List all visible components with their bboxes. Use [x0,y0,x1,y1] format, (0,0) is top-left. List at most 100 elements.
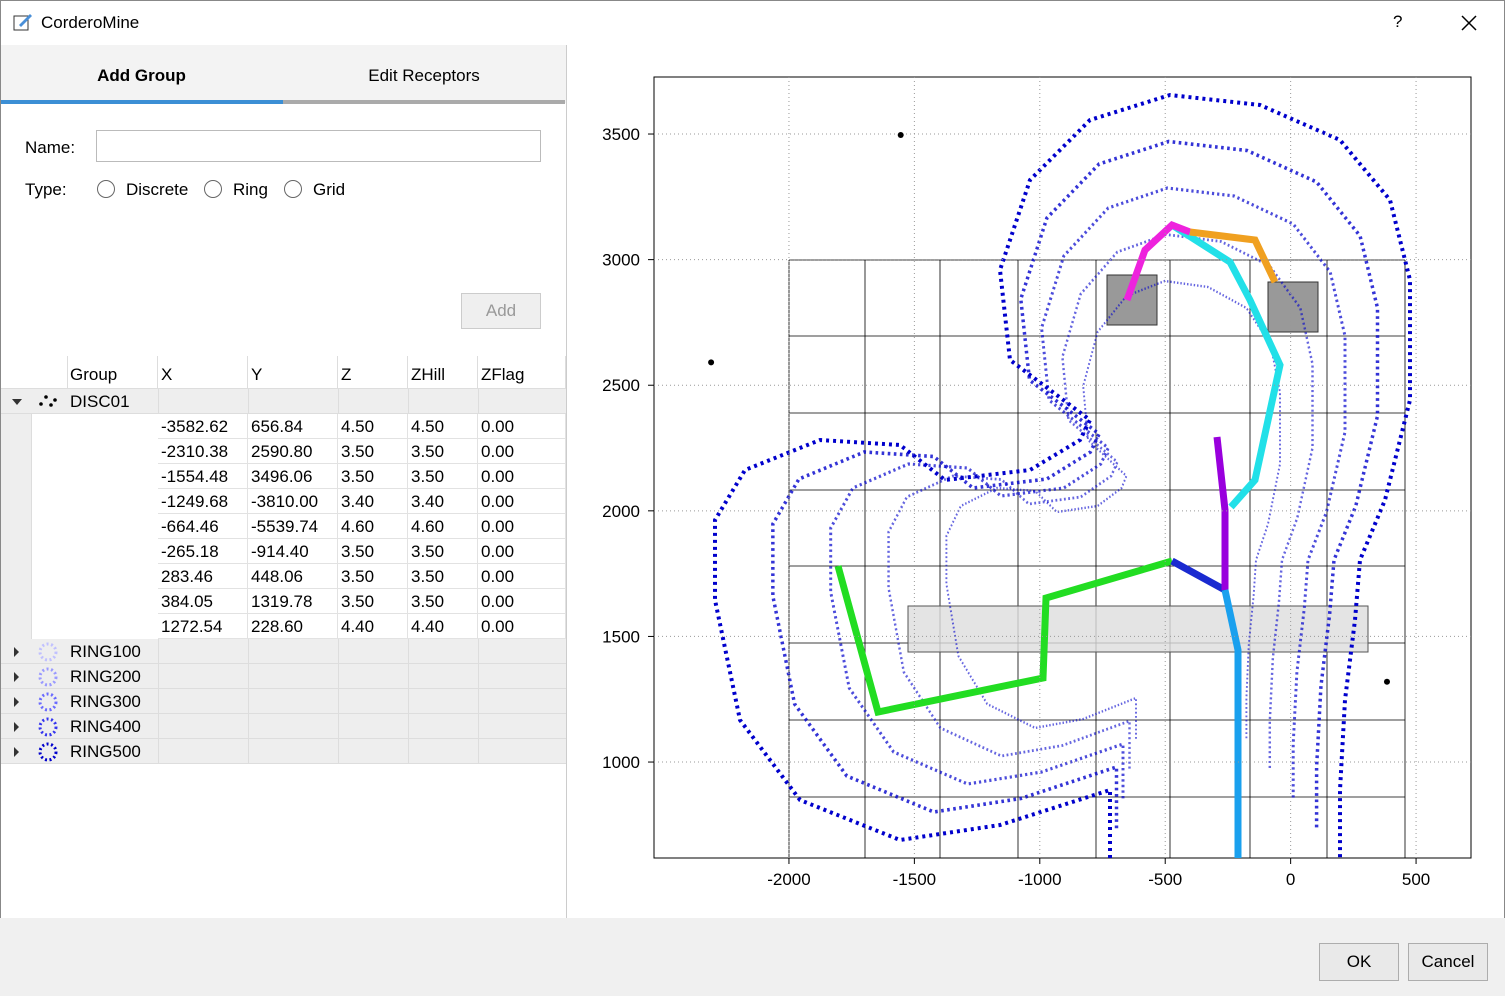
table-cell: 4.40 [338,614,408,639]
table-cell: 0.00 [478,464,566,489]
row-gutter [1,489,32,514]
radio[interactable] [284,180,302,198]
table-cell: 3.50 [338,564,408,589]
table-cell: 3496.06 [248,464,338,489]
table-cell: 4.60 [338,514,408,539]
y-tick-label: 2000 [602,502,640,521]
table-cell: 1319.78 [248,589,338,614]
expander[interactable] [11,646,23,658]
table-cell: 3.50 [338,464,408,489]
expander[interactable] [11,746,23,758]
table-cell: 3.50 [408,439,478,464]
cell-divider [338,689,339,714]
table-cell: 0.00 [478,614,566,639]
table-cell: 3.50 [338,589,408,614]
group-icon [38,717,58,737]
group-row [1,714,566,739]
table-cell: 0.00 [478,439,566,464]
cell-divider [338,664,339,689]
table-cell: 384.05 [158,589,248,614]
table-cell: 4.40 [408,614,478,639]
table-cell: 0.00 [478,414,566,439]
expander[interactable] [11,671,23,683]
table-cell: 1272.54 [158,614,248,639]
y-tick-label: 2500 [602,376,640,395]
table-cell: 0.00 [478,564,566,589]
column-header: Y [248,356,338,389]
cell-divider [338,389,339,414]
group-icon [38,692,58,712]
help-button[interactable]: ? [1393,12,1403,31]
tab-bar [1,45,566,103]
radio[interactable] [97,180,115,198]
group-name: DISC01 [70,392,130,411]
cell-divider [338,714,339,739]
cancel-button[interactable]: Cancel [1408,943,1488,981]
table-cell: -265.18 [158,539,248,564]
table-cell: 228.60 [248,614,338,639]
radio[interactable] [204,180,222,198]
x-tick-label: -1000 [1018,870,1061,889]
table-cell: 283.46 [158,564,248,589]
table-cell: 3.50 [408,539,478,564]
button-bar [0,918,1505,996]
group-row [1,389,566,414]
table-cell: -3582.62 [158,414,248,439]
table-cell: 3.50 [408,464,478,489]
y-tick-label: 3500 [602,125,640,144]
cell-divider [158,389,159,414]
close-button[interactable] [1460,14,1478,32]
table-cell: 3.50 [338,539,408,564]
group-icon [39,395,57,407]
table-cell: 4.50 [338,414,408,439]
row-gutter [1,414,32,439]
app-icon [13,14,32,31]
group-name: RING100 [70,642,141,661]
plot: -2000 -1500 -1000 -500 0 500 1000 1500 2000 2500 3… [602,76,1472,889]
x-tick-label: -2000 [767,870,810,889]
window-title: CorderoMine [41,13,140,32]
group-icon [38,667,58,687]
x-tick-label: -1500 [893,870,936,889]
expander[interactable] [11,721,23,733]
tab[interactable]: Edit Receptors [368,66,480,85]
header-row [1,356,566,389]
header-cell [1,356,68,389]
add-button[interactable]: Add [461,293,541,329]
column-header: X [158,356,248,389]
x-tick-label: -500 [1148,870,1182,889]
group-icon [38,742,58,762]
table-cell: 0.00 [478,589,566,614]
row-gutter [1,464,32,489]
ok-button[interactable]: OK [1319,943,1399,981]
cell-divider [478,739,479,764]
group-name: RING400 [70,717,141,736]
radio-label[interactable]: Ring [233,180,268,199]
cell-divider [248,739,249,764]
table-cell: 3.40 [338,489,408,514]
radio-label[interactable]: Grid [313,180,346,199]
discrete-receptor [708,359,715,366]
row-gutter [1,514,32,539]
cell-divider [478,639,479,664]
cell-divider [408,689,409,714]
cell-divider [338,739,339,764]
group-name: RING500 [70,742,141,761]
cell-divider [158,739,159,764]
cell-divider [408,639,409,664]
cell-divider [478,689,479,714]
row-gutter [1,439,32,464]
radio-label[interactable]: Discrete [126,180,189,199]
cell-divider [408,739,409,764]
name-input[interactable] [96,130,541,162]
table-cell: -664.46 [158,514,248,539]
tab[interactable]: Add Group [97,66,186,85]
expander[interactable] [11,396,23,408]
column-header: ZFlag [478,356,566,389]
cell-divider [248,689,249,714]
tree-table: Group X Y Z ZHill ZFlag DISC01 -3582.62 656.84 4.… [1,356,566,766]
table-cell: 3.40 [408,489,478,514]
row-gutter [1,589,32,614]
expander[interactable] [11,696,23,708]
